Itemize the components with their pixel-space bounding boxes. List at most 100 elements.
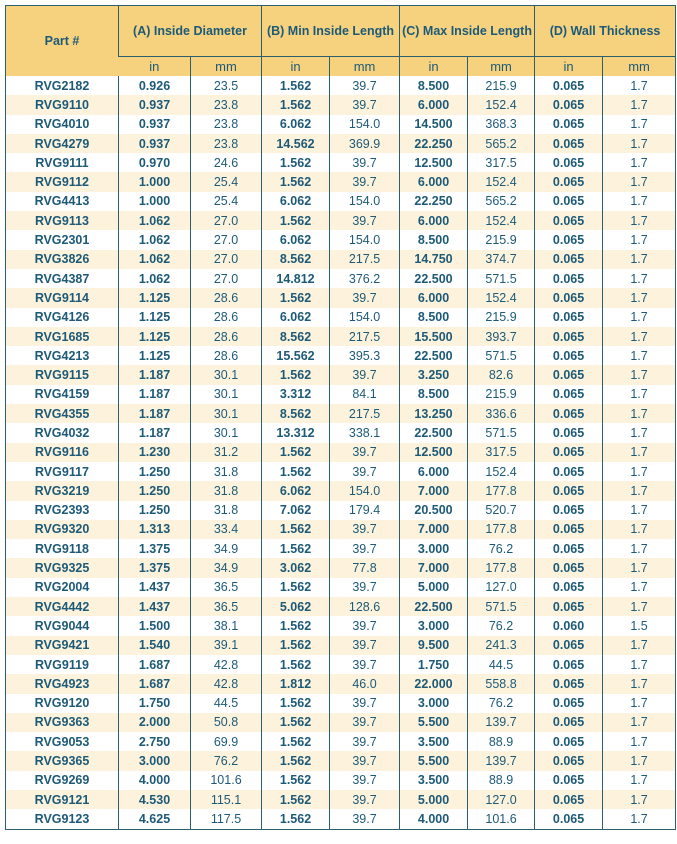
inside-diameter-in: 1.125 xyxy=(118,346,191,366)
table-row: RVG2182 0.926 23.5 1.562 39.7 8.500 215.9 0.065… xyxy=(6,76,676,96)
inside-diameter-mm: 30.1 xyxy=(189,423,262,443)
part-number: RVG9110 xyxy=(5,95,119,115)
part-number: RVG2393 xyxy=(34,503,90,518)
max-length-in: 6.000 xyxy=(399,211,468,231)
part-number: RVG9325 xyxy=(5,558,119,578)
min-length-in: 1.562 xyxy=(261,751,330,771)
table-row: RVG9325 1.375 34.9 3.062 77.8 7.000 177.8 0.065… xyxy=(5,558,676,578)
max-length-mm: 215.9 xyxy=(467,307,535,327)
max-length-in: 12.500 xyxy=(399,442,468,462)
inside-diameter-mm: 31.8 xyxy=(189,481,262,501)
wall-thickness-mm: 1.7 xyxy=(602,95,676,115)
unit-mm: mm xyxy=(329,56,400,76)
wall-thickness-in: 0.065 xyxy=(534,191,603,212)
table-row: RVG2301 1.062 27.0 6.062 154.0 8.500 215.9 0.06… xyxy=(6,230,676,250)
max-length-mm: 215.9 xyxy=(467,384,535,405)
min-length-in: 1.562 xyxy=(261,789,330,810)
inside-diameter-in: 4.000 xyxy=(118,770,191,790)
max-length-mm: 127.0 xyxy=(467,789,535,810)
wall-thickness-in: 0.065 xyxy=(534,211,603,231)
inside-diameter-mm: 31.8 xyxy=(189,500,262,520)
inside-diameter-mm: 39.1 xyxy=(189,635,262,655)
wall-thickness-mm: 1.7 xyxy=(602,230,676,250)
max-length-in: 7.000 xyxy=(399,519,468,540)
table-row: RVG9118 1.375 34.9 1.562 39.7 3.000 76.2 0.065 1… xyxy=(6,539,676,559)
wall-thickness-mm: 1.7 xyxy=(602,288,676,308)
inside-diameter-in: 1.250 xyxy=(118,500,191,520)
max-length-mm: 565.2 xyxy=(467,191,535,212)
min-length-in: 1.812 xyxy=(261,674,330,694)
table-row: RVG4159 1.187 30.1 3.312 84.1 8.500 215.9 0.065… xyxy=(6,384,676,405)
inside-diameter-mm: 28.6 xyxy=(189,326,262,347)
max-length-in: 6.000 xyxy=(399,172,468,192)
wall-thickness-in: 0.065 xyxy=(534,539,603,559)
inside-diameter-in: 1.125 xyxy=(118,288,191,308)
inside-diameter-mm: 28.6 xyxy=(189,307,262,327)
min-length-in: 1.562 xyxy=(261,539,330,559)
wall-thickness-in: 0.065 xyxy=(534,268,603,289)
inside-diameter-mm: 31.2 xyxy=(189,442,262,462)
inside-diameter-in: 0.926 xyxy=(118,76,191,96)
wall-thickness-in: 0.065 xyxy=(534,732,603,752)
min-length-in: 14.562 xyxy=(261,133,330,154)
inside-diameter-mm: 76.2 xyxy=(189,751,262,771)
inside-diameter-mm: 28.6 xyxy=(189,346,262,366)
wall-thickness-in: 0.065 xyxy=(534,404,603,424)
unit-in: in xyxy=(399,56,468,76)
table-row: RVG9320 1.313 33.4 1.562 39.7 7.000 177.8 0.065… xyxy=(5,519,676,540)
inside-diameter-in: 1.687 xyxy=(118,654,191,675)
wall-thickness-mm: 1.7 xyxy=(602,577,676,598)
min-length-mm: 376.2 xyxy=(329,268,400,289)
max-length-mm: 88.9 xyxy=(467,732,535,752)
part-number: RVG9114 xyxy=(5,288,119,308)
max-length-mm: 76.2 xyxy=(467,616,535,636)
inside-diameter-in: 1.687 xyxy=(118,674,191,694)
min-length-in: 1.562 xyxy=(261,95,330,115)
max-length-mm: 139.7 xyxy=(467,751,535,771)
wall-thickness-in: 0.065 xyxy=(534,172,603,192)
max-length-in: 22.500 xyxy=(399,597,468,617)
wall-thickness-in: 0.065 xyxy=(534,249,603,269)
max-length-in: 14.500 xyxy=(399,114,468,134)
min-length-mm: 154.0 xyxy=(329,307,400,327)
inside-diameter-mm: 117.5 xyxy=(189,809,262,830)
min-length-in: 8.562 xyxy=(261,326,330,347)
table-row: RVG4442 1.437 36.5 5.062 128.6 22.500 571.5 0.0… xyxy=(5,597,676,617)
wall-thickness-mm: 1.7 xyxy=(602,268,676,289)
wall-thickness-in: 0.065 xyxy=(534,789,603,810)
max-length-mm: 177.8 xyxy=(467,558,535,578)
max-length-in: 22.500 xyxy=(399,346,468,366)
inside-diameter-mm: 25.4 xyxy=(189,172,262,192)
inside-diameter-in: 1.062 xyxy=(118,230,191,250)
wall-thickness-mm: 1.7 xyxy=(602,172,676,192)
inside-diameter-in: 0.937 xyxy=(118,114,191,134)
min-length-mm: 39.7 xyxy=(329,172,400,192)
table-row: RVG4032 1.187 30.1 13.312 338.1 22.500 571.5 0.… xyxy=(6,423,676,443)
table-row: RVG2393 1.250 31.8 7.062 179.4 20.500 520.7 0.0… xyxy=(6,500,676,520)
min-length-in: 1.562 xyxy=(261,288,330,308)
wall-thickness-in: 0.065 xyxy=(534,133,603,154)
max-length-mm: 88.9 xyxy=(467,770,535,790)
inside-diameter-mm: 30.1 xyxy=(189,404,262,424)
wall-thickness-in: 0.065 xyxy=(534,288,603,308)
wall-thickness-in: 0.065 xyxy=(534,114,603,134)
wall-thickness-mm: 1.7 xyxy=(602,751,676,771)
inside-diameter-mm: 27.0 xyxy=(189,230,262,250)
unit-in: in xyxy=(534,56,603,76)
part-number: RVG4159 xyxy=(34,387,90,402)
max-length-in: 3.000 xyxy=(399,539,468,559)
inside-diameter-mm: 50.8 xyxy=(189,712,262,733)
max-length-mm: 215.9 xyxy=(467,76,535,96)
min-length-mm: 39.7 xyxy=(329,519,400,540)
wall-thickness-in: 0.065 xyxy=(534,693,603,713)
inside-diameter-in: 0.937 xyxy=(118,95,191,115)
inside-diameter-mm: 69.9 xyxy=(189,732,262,752)
wall-thickness-mm: 1.7 xyxy=(602,461,676,482)
part-number: RVG9365 xyxy=(5,751,119,771)
wall-thickness-mm: 1.7 xyxy=(602,789,676,810)
wall-thickness-in: 0.065 xyxy=(534,365,603,385)
unit-mm: mm xyxy=(189,56,262,76)
max-length-mm: 152.4 xyxy=(467,172,535,192)
inside-diameter-in: 1.750 xyxy=(118,693,191,713)
table-row: RVG9044 1.500 38.1 1.562 39.7 3.000 76.2 0.060 1… xyxy=(6,616,676,636)
